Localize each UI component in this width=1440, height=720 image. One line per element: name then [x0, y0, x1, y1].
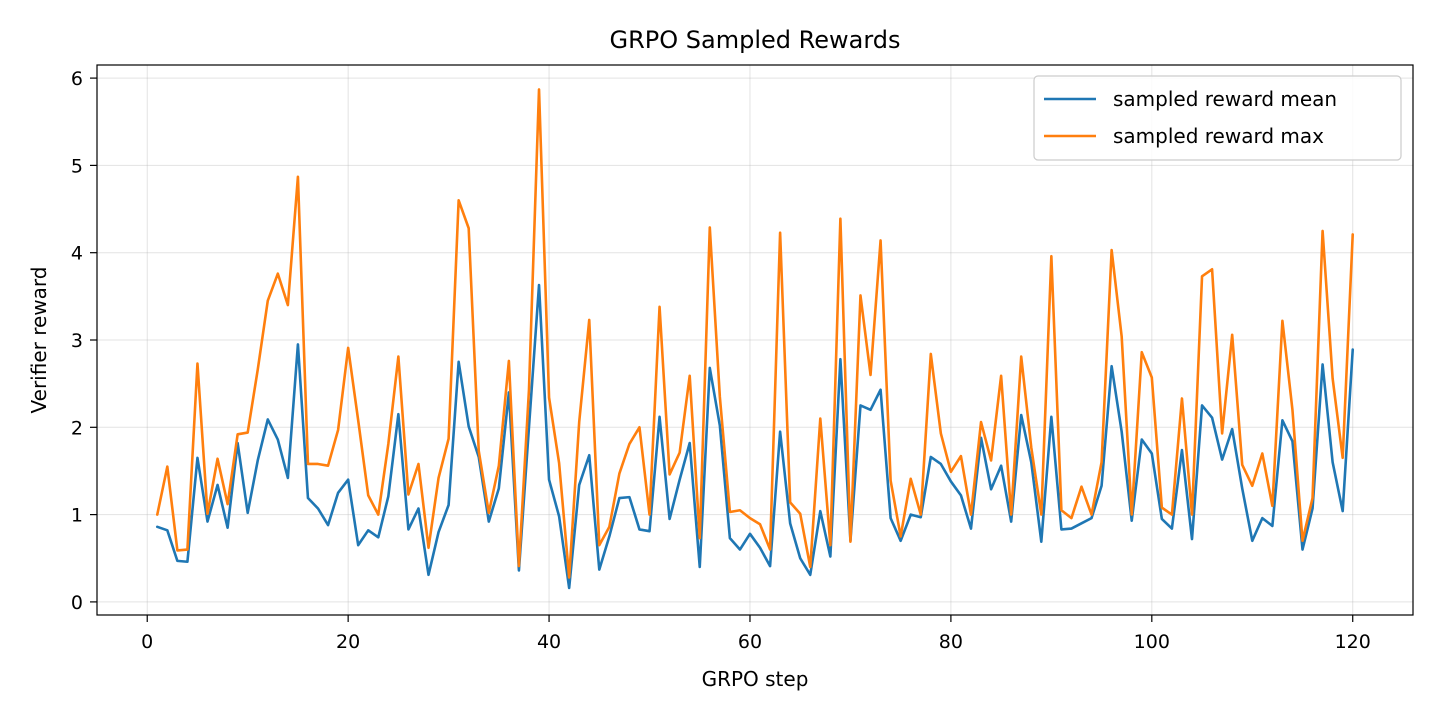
x-tick-label: 20: [336, 631, 360, 653]
y-tick-label: 6: [71, 68, 83, 90]
legend: sampled reward mean sampled reward max: [1033, 75, 1402, 161]
axis-ticks: 0 20 40 60 80 100 120 0 1 2 3 4 5 6: [71, 68, 1371, 653]
series-line-mean: [155, 283, 1355, 590]
y-tick-label: 3: [71, 330, 83, 352]
legend-label-max: sampled reward max: [1113, 124, 1324, 148]
chart-title: GRPO Sampled Rewards: [610, 26, 901, 54]
series-layer: [155, 88, 1355, 590]
y-tick-label: 2: [71, 417, 83, 439]
y-tick-label: 5: [71, 155, 83, 177]
y-axis-label: Verifier reward: [27, 267, 51, 414]
series-line-max: [155, 88, 1355, 579]
x-tick-label: 120: [1335, 631, 1371, 653]
x-tick-label: 0: [141, 631, 153, 653]
x-tick-label: 100: [1134, 631, 1170, 653]
legend-box: [1033, 75, 1402, 161]
x-axis-label: GRPO step: [702, 667, 809, 691]
y-tick-label: 4: [71, 243, 83, 265]
y-tick-label: 1: [71, 505, 83, 527]
x-tick-label: 60: [738, 631, 762, 653]
y-tick-label: 0: [71, 592, 83, 614]
x-tick-label: 40: [537, 631, 561, 653]
legend-label-mean: sampled reward mean: [1113, 87, 1337, 111]
x-tick-label: 80: [939, 631, 963, 653]
